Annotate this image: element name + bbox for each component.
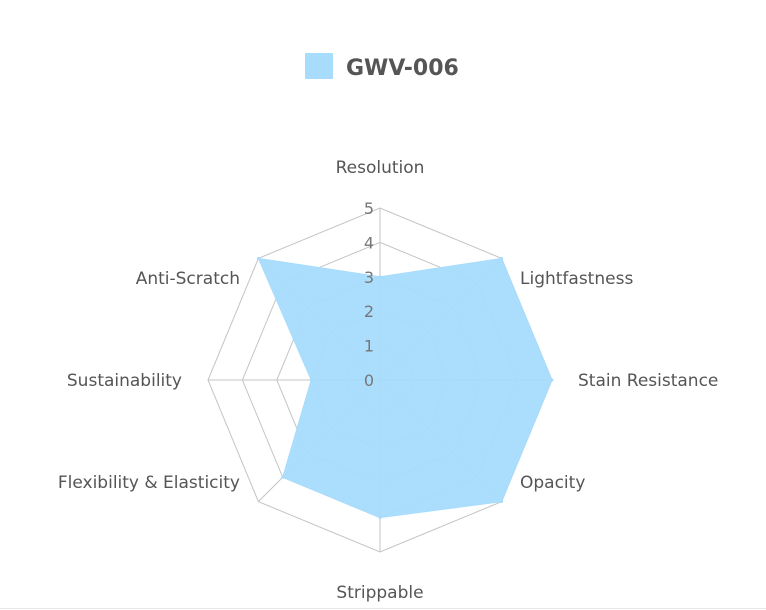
tick-label-1: 1 bbox=[364, 337, 374, 356]
axis-label-2: Lightfastness bbox=[520, 269, 633, 289]
series-area-1 bbox=[257, 257, 553, 519]
legend[interactable]: GWV-006 bbox=[305, 53, 459, 81]
legend-swatch bbox=[305, 53, 333, 79]
tick-label-2: 2 bbox=[364, 302, 374, 321]
data-point-6 bbox=[281, 475, 285, 479]
axis-label-6: Flexibility & Elasticity bbox=[58, 473, 240, 493]
tick-label-3: 3 bbox=[364, 268, 374, 287]
tick-label-5: 5 bbox=[364, 199, 374, 218]
axis-label-5: Strippable bbox=[336, 583, 423, 603]
tick-labels: 0 1 2 3 4 5 bbox=[364, 199, 374, 390]
axis-labels: Resolution Lightfastness Stain Resistance O… bbox=[58, 158, 719, 603]
data-point-4 bbox=[500, 500, 504, 504]
data-point-3 bbox=[550, 378, 554, 382]
axis-label-7: Sustainability bbox=[67, 371, 182, 391]
axis-label-3: Stain Resistance bbox=[578, 371, 718, 391]
data-point-8 bbox=[256, 256, 260, 260]
axis-label-1: Resolution bbox=[336, 158, 425, 178]
tick-label-4: 4 bbox=[364, 233, 374, 252]
tick-label-0: 0 bbox=[364, 371, 374, 390]
bottom-divider bbox=[0, 608, 766, 609]
series-area bbox=[256, 256, 554, 520]
data-point-1 bbox=[378, 275, 382, 279]
data-point-5 bbox=[378, 516, 382, 520]
axis-label-8: Anti-Scratch bbox=[136, 269, 240, 289]
axis-label-4: Opacity bbox=[520, 473, 585, 493]
data-point-7 bbox=[309, 378, 313, 382]
legend-label: GWV-006 bbox=[346, 56, 459, 81]
data-point-2 bbox=[500, 256, 504, 260]
